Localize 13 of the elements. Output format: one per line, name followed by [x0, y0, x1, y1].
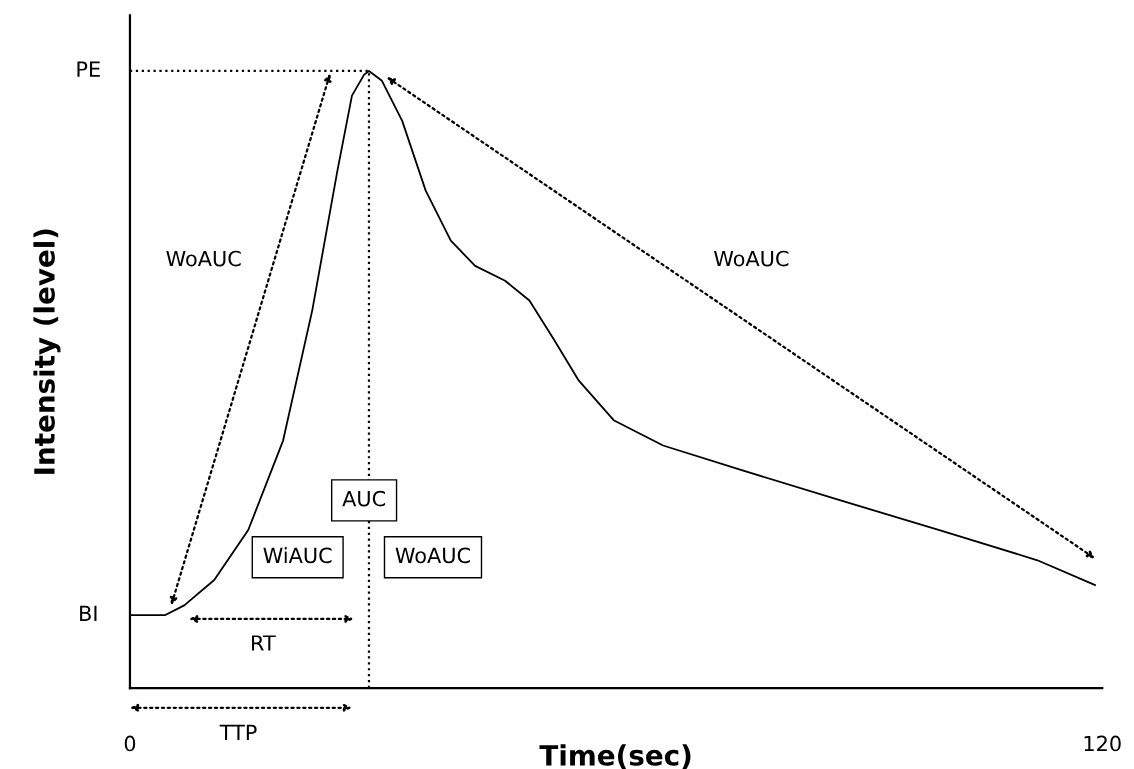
annotation: WoAUC [714, 250, 789, 267]
x-tick-label: 0 [124, 735, 136, 752]
y-axis-title: Intensity (level) [33, 229, 61, 474]
annotation: PE [77, 61, 100, 77]
annotation: WoAUC [395, 547, 470, 564]
annotation: RT [252, 635, 276, 651]
annotation: AUC [342, 490, 386, 507]
text: TTP [219, 724, 257, 741]
x-tick-label: 120 [1084, 735, 1121, 752]
annotation: WoAUC [166, 250, 241, 267]
x-axis-title: Time(sec) [539, 744, 691, 769]
annotation: WiAUC [263, 547, 332, 564]
annotation: BI [80, 605, 97, 621]
